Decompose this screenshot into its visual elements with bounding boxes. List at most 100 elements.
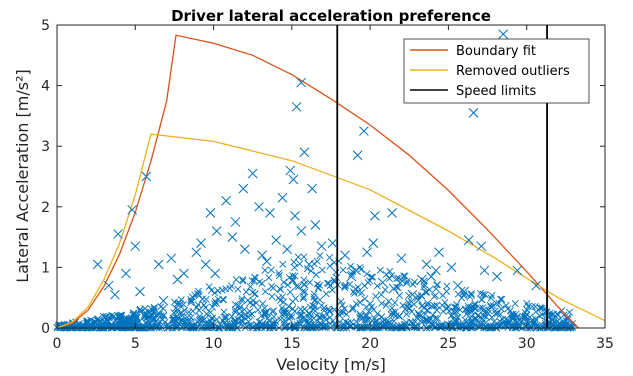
scatter-point	[324, 305, 332, 313]
scatter-point	[249, 297, 257, 305]
scatter-point	[152, 321, 160, 329]
scatter-point	[209, 314, 217, 322]
chart-title: Driver lateral acceleration preference	[171, 7, 491, 25]
scatter-point	[488, 291, 496, 299]
scatter-point	[423, 316, 431, 324]
scatter-point	[451, 303, 459, 311]
scatter-point	[459, 286, 469, 297]
scatter-point	[376, 266, 384, 274]
scatter-point	[260, 304, 269, 312]
scatter-point	[297, 311, 305, 319]
scatter-point	[322, 290, 330, 298]
scatter-point	[414, 309, 422, 317]
scatter-point	[481, 291, 489, 299]
scatter-point	[299, 147, 310, 158]
scatter-point	[388, 308, 397, 316]
scatter-point	[486, 301, 494, 309]
scatter-point	[476, 304, 484, 312]
scatter-point	[114, 323, 122, 331]
scatter-point	[79, 321, 87, 329]
scatter-point	[531, 280, 541, 291]
scatter-point	[316, 313, 324, 321]
scatter-point	[201, 304, 209, 312]
scatter-point	[327, 238, 338, 249]
scatter-point	[211, 297, 219, 305]
scatter-point	[321, 313, 329, 321]
scatter-point	[398, 277, 406, 285]
scatter-point	[381, 286, 389, 294]
scatter-point	[228, 312, 236, 320]
scatter-point	[112, 315, 120, 323]
scatter-point	[377, 291, 385, 299]
scatter-point	[406, 304, 414, 312]
scatter-point	[281, 322, 290, 331]
scatter-point	[387, 310, 395, 318]
scatter-point	[284, 281, 292, 289]
scatter-point	[170, 309, 178, 317]
scatter-point	[549, 311, 557, 319]
y-tick-label: 0	[41, 321, 50, 337]
scatter-point	[351, 265, 361, 276]
scatter-point	[399, 301, 407, 309]
scatter-point	[320, 304, 328, 312]
scatter-point	[344, 319, 352, 327]
scatter-point	[145, 321, 153, 329]
scatter-point	[356, 310, 364, 318]
scatter-point	[152, 323, 160, 331]
scatter-point	[239, 277, 247, 285]
scatter-point	[247, 168, 258, 179]
scatter-point	[522, 312, 530, 321]
scatter-point	[238, 297, 246, 305]
scatter-point	[282, 244, 293, 255]
scatter-point	[288, 174, 299, 185]
scatter-point	[471, 300, 479, 308]
scatter-point	[385, 297, 393, 305]
scatter-point	[136, 306, 144, 314]
y-tick-label: 5	[41, 18, 50, 34]
scatter-point	[424, 299, 432, 307]
scatter-point	[476, 241, 487, 252]
scatter-point	[362, 312, 370, 321]
scatter-point	[257, 250, 267, 261]
scatter-point	[189, 307, 197, 315]
scatter-point	[443, 282, 451, 290]
scatter-point	[548, 316, 556, 324]
scatter-point	[294, 253, 302, 261]
scatter-point	[479, 304, 487, 312]
scatter-point	[110, 289, 120, 300]
scatter-point	[261, 256, 272, 267]
scatter-point	[463, 235, 474, 245]
scatter-point	[205, 283, 213, 291]
legend-label: Speed limits	[456, 84, 536, 99]
scatter-point	[368, 238, 379, 249]
scatter-point	[296, 226, 307, 236]
scatter-point	[135, 286, 145, 297]
scatter-point	[452, 307, 461, 315]
scatter-point	[150, 307, 158, 315]
scatter-point	[316, 241, 327, 252]
scatter-point	[185, 308, 193, 316]
scatter-point	[326, 262, 334, 270]
scatter-point	[502, 301, 510, 309]
scatter-point	[155, 310, 163, 318]
scatter-point	[430, 302, 438, 310]
scatter-point	[261, 288, 269, 296]
scatter-point	[305, 309, 313, 317]
scatter-point	[258, 312, 266, 320]
scatter-point	[443, 304, 451, 312]
scatter-point	[254, 201, 264, 212]
scatter-point	[117, 317, 125, 325]
scatter-point	[120, 316, 128, 324]
scatter-point	[479, 265, 490, 276]
scatter-point	[269, 284, 277, 292]
scatter-point	[310, 290, 318, 298]
scatter-point	[482, 313, 490, 321]
scatter-point	[496, 310, 504, 318]
scatter-point	[338, 301, 346, 309]
scatter-point	[194, 290, 202, 298]
scatter-point	[310, 220, 321, 230]
scatter-point	[423, 288, 431, 296]
scatter-point	[268, 307, 276, 316]
scatter-point	[171, 321, 179, 329]
